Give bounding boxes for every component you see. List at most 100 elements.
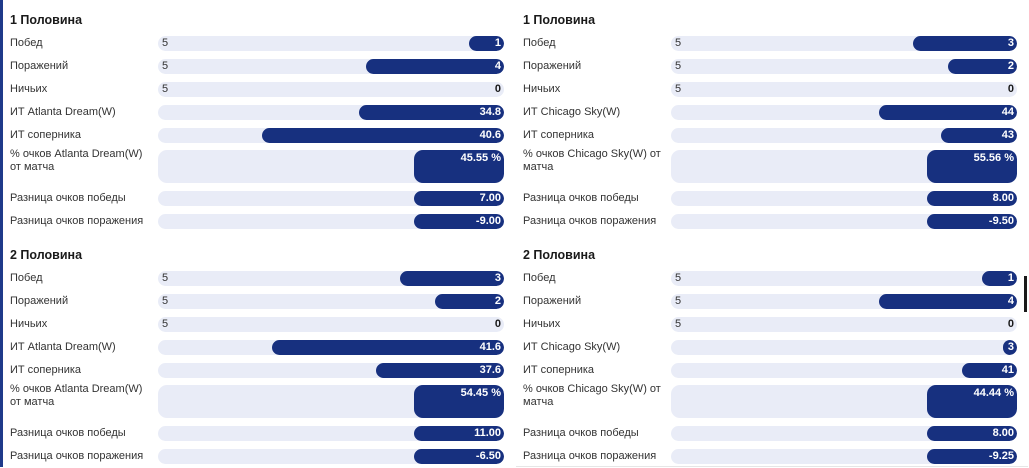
left-accent-border — [0, 0, 3, 467]
stat-value: 55.56 % — [973, 152, 1014, 164]
stat-bar-track: 8.00 — [671, 426, 1017, 441]
stat-label: Побед — [523, 272, 556, 284]
stat-row: ИТ соперника 41 — [523, 359, 1029, 382]
stat-bar-fill — [358, 105, 504, 120]
stat-bar-track: 54.45 % — [158, 385, 504, 418]
stat-bar-fill — [414, 449, 504, 464]
stat-total: 5 — [162, 83, 169, 95]
stat-row: ИТ Chicago Sky(W) 3 — [523, 336, 1029, 359]
stat-label: Разница очков победы — [10, 192, 126, 204]
stat-bar-track: 44 — [671, 105, 1017, 120]
stat-bar-fill — [469, 36, 504, 51]
panel-title: 1 Половина — [10, 13, 83, 27]
stat-label: ИТ Chicago Sky(W) — [523, 341, 621, 353]
stat-total: 5 — [675, 272, 682, 284]
stat-row: Разница очков победы 8.00 — [523, 187, 1029, 210]
stat-row: Разница очков поражения -9.00 — [10, 210, 518, 233]
stat-label: Разница очков победы — [523, 192, 639, 204]
stat-total: 5 — [162, 295, 169, 307]
stat-value: 37.6 — [479, 364, 501, 376]
stat-label: Разница очков поражения — [523, 450, 657, 462]
stat-bar-track: 40.6 — [158, 128, 504, 143]
stat-value: 41.6 — [479, 341, 501, 353]
stat-bar-fill — [961, 363, 1017, 378]
stat-value: 7.00 — [479, 192, 501, 204]
stat-bar-fill — [927, 191, 1017, 206]
stat-total: 5 — [675, 37, 682, 49]
stat-value: 0 — [494, 83, 501, 95]
stat-label: Разница очков победы — [10, 427, 126, 439]
stat-row: ИТ соперника 40.6 — [10, 124, 518, 147]
stat-total: 5 — [675, 60, 682, 72]
stat-bar-fill — [414, 426, 504, 441]
stat-label: % очков Atlanta Dream(W) от матча — [10, 383, 143, 408]
stat-label: ИТ соперника — [10, 129, 82, 141]
stat-bar-track: 41.6 — [158, 340, 504, 355]
stat-label: ИТ Atlanta Dream(W) — [10, 106, 116, 118]
stat-value: 3 — [1007, 341, 1014, 353]
stat-bar-fill — [400, 271, 504, 286]
stat-bar-fill — [982, 271, 1017, 286]
stat-row: ИТ соперника 37.6 — [10, 359, 518, 382]
stat-bar-fill — [878, 105, 1017, 120]
stat-value: 1 — [1007, 272, 1014, 284]
stat-value: 4 — [1007, 295, 1014, 307]
stat-total: 5 — [675, 83, 682, 95]
stat-bar-fill — [947, 59, 1017, 74]
stat-rows: Побед 5 1 Поражений 5 4 Ничьих 5 0 ИТ Chicago Sky… — [523, 267, 1029, 468]
stat-bar-fill — [913, 36, 1017, 51]
stat-row: ИТ Atlanta Dream(W) 34.8 — [10, 101, 518, 124]
stat-bar-fill — [927, 214, 1017, 229]
stat-label: % очков Chicago Sky(W) от матча — [523, 383, 661, 408]
panel-team1-half2: 2 Половина Побед 5 3 Поражений 5 2 Ничьих 5 0 ИТ … — [10, 244, 518, 468]
stat-value: 45.55 % — [460, 152, 501, 164]
stat-rows: Побед 5 3 Поражений 5 2 Ничьих 5 0 ИТ Atlanta Dre… — [10, 267, 518, 468]
stat-value: -9.00 — [475, 215, 501, 227]
stat-label: ИТ Atlanta Dream(W) — [10, 341, 116, 353]
stat-label: Побед — [10, 37, 43, 49]
stat-row: Разница очков победы 11.00 — [10, 422, 518, 445]
stat-value: 40.6 — [479, 129, 501, 141]
stat-row: ИТ Atlanta Dream(W) 41.6 — [10, 336, 518, 359]
stat-value: 8.00 — [992, 427, 1014, 439]
stat-label: Побед — [523, 37, 556, 49]
stat-bar-track: 37.6 — [158, 363, 504, 378]
stat-bar-fill — [940, 128, 1017, 143]
stat-value: -6.50 — [475, 450, 501, 462]
stat-label: ИТ соперника — [523, 364, 595, 376]
stat-label: Разница очков поражения — [523, 215, 657, 227]
stat-bar-track: -9.25 — [671, 449, 1017, 464]
stat-rows: Побед 5 1 Поражений 5 4 Ничьих 5 0 ИТ Atlanta Dre… — [10, 32, 518, 233]
stat-label: ИТ Chicago Sky(W) — [523, 106, 621, 118]
stat-label: Поражений — [523, 295, 582, 307]
stat-total: 5 — [675, 318, 682, 330]
stat-bar-fill — [365, 59, 504, 74]
stat-bar-track: 3 — [671, 340, 1017, 355]
stat-bar-fill — [414, 191, 504, 206]
stat-row: Поражений 5 2 — [10, 290, 518, 313]
stat-bar-track: 44.44 % — [671, 385, 1017, 418]
stat-row: % очков Atlanta Dream(W) от матча 45.55 % — [10, 147, 518, 187]
stat-label: Поражений — [523, 60, 582, 72]
stat-bar-fill — [414, 385, 504, 418]
stat-row: % очков Chicago Sky(W) от матча 44.44 % — [523, 382, 1029, 422]
stat-label: Поражений — [10, 295, 69, 307]
stat-label: Поражений — [10, 60, 69, 72]
stat-bar-fill — [927, 150, 1017, 183]
stat-bar-fill — [414, 150, 504, 183]
stat-row: Поражений 5 4 — [523, 290, 1029, 313]
stat-row: Побед 5 1 — [523, 267, 1029, 290]
stat-label: Ничьих — [523, 318, 561, 330]
stat-row: Разница очков поражения -9.50 — [523, 210, 1029, 233]
stat-total: 5 — [162, 318, 169, 330]
panel-title: 1 Половина — [523, 13, 596, 27]
stat-total: 5 — [162, 272, 169, 284]
panel-team2-half1: 1 Половина Побед 5 3 Поражений 5 2 Ничьих 5 0 ИТ … — [523, 9, 1029, 233]
panel-title: 2 Половина — [10, 248, 83, 262]
